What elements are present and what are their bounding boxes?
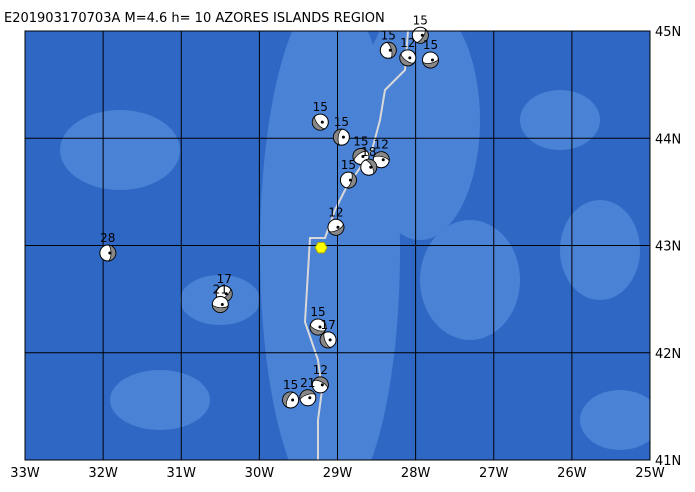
focal-mechanism (399, 49, 417, 67)
x-tick-label: 31W (167, 466, 197, 481)
beachball-center (381, 158, 385, 162)
focal-mechanism (372, 151, 390, 169)
frame (24, 30, 651, 461)
depth-label: 15 (353, 134, 368, 148)
beachball-center (291, 398, 295, 402)
beachball-quadrant (364, 158, 378, 175)
beachball-quadrant (352, 148, 368, 162)
beachball-quadrant (415, 28, 429, 44)
depth-label: 21 (213, 282, 228, 296)
beachball-quadrant (299, 389, 316, 401)
focal-mechanism (319, 331, 337, 349)
beachball-quadrant (311, 115, 326, 131)
y-tick-label: 43N (655, 240, 681, 255)
focal-mechanism (327, 218, 345, 236)
beachball-quadrant (319, 332, 332, 349)
depth-label: 12 (328, 205, 343, 219)
depth-label: 12 (374, 138, 389, 152)
depth-label: 21 (300, 376, 315, 390)
y-tick-label: 45N (655, 25, 681, 40)
focal-mechanism (311, 376, 329, 394)
focal-mechanism (311, 113, 329, 131)
depth-label: 15 (310, 305, 325, 319)
beachball-quadrant (211, 303, 229, 313)
beachball-center (318, 325, 322, 329)
beachball-center (408, 56, 412, 60)
beachball-center (220, 302, 224, 306)
x-tick-label: 25W (635, 466, 665, 481)
depth-label: 15 (341, 158, 356, 172)
beachball-center (328, 338, 332, 342)
x-tick-label: 33W (10, 466, 40, 481)
beachball-quadrant (373, 151, 390, 162)
focal-mechanism (421, 51, 439, 69)
depth-label: 12 (400, 36, 415, 50)
depth-label: 15 (413, 13, 428, 27)
beachball-quadrant (422, 58, 439, 69)
depth-label: 17 (320, 318, 335, 332)
beachball-quadrant (312, 376, 329, 389)
epicenter (314, 241, 328, 254)
beachball-center (361, 154, 365, 158)
depth-label: 15 (283, 378, 298, 392)
x-tick-label: 30W (245, 466, 275, 481)
focal-mechanism (299, 389, 317, 407)
beachball-quadrant (309, 324, 326, 336)
x-tick-label: 26W (557, 466, 587, 481)
depth-label: 12 (313, 363, 328, 377)
beachball-center (108, 251, 112, 255)
beachball-center (369, 165, 373, 169)
beachball-quadrant (107, 244, 117, 262)
focal-mechanism (99, 244, 117, 262)
depth-label: 28 (100, 231, 115, 245)
depth-label: 15 (313, 100, 328, 114)
depth-label: 15 (334, 115, 349, 129)
beachball-center (348, 178, 352, 182)
focal-mechanism (379, 41, 397, 59)
x-tick-label: 27W (479, 466, 509, 481)
x-tick-label: 28W (401, 466, 431, 481)
x-tick-label: 29W (323, 466, 353, 481)
y-tick-label: 44N (655, 132, 681, 147)
depth-label: 18 (361, 145, 376, 159)
x-tick-label: 32W (88, 466, 118, 481)
depth-label: 15 (381, 28, 396, 42)
focal-mechanism (332, 128, 350, 146)
beachball-center (388, 48, 392, 52)
beachball-center (420, 33, 424, 37)
depth-label: 17 (217, 272, 232, 286)
depth-label: 15 (423, 38, 438, 52)
y-tick-label: 42N (655, 347, 681, 362)
beachball-quadrant (346, 172, 357, 189)
beachball-center (308, 396, 312, 400)
focal-mechanism (211, 295, 229, 313)
beachball-center (336, 225, 340, 229)
beachball-center (341, 135, 345, 139)
beachball-quadrant (399, 52, 415, 67)
focal-mechanism (339, 171, 357, 189)
beachball-quadrant (328, 223, 345, 236)
beachball-center (320, 120, 324, 124)
beachball-center (320, 383, 324, 387)
beachball-center (430, 58, 434, 62)
map-title: E201903170703A M=4.6 h= 10 AZORES ISLAND… (4, 11, 385, 26)
focal-mechanism (309, 318, 327, 336)
focal-mechanism (360, 158, 378, 176)
beachball-center (224, 292, 228, 296)
focal-mechanism (282, 391, 300, 409)
y-tick-label: 41N (655, 454, 681, 469)
